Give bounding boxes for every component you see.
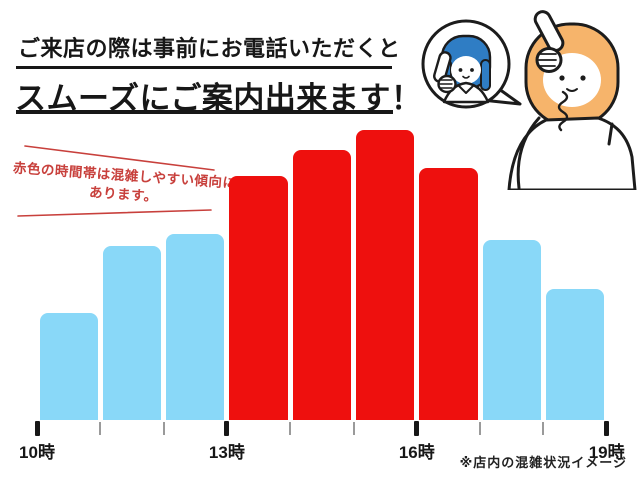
bar-15時 bbox=[356, 130, 415, 420]
clerk-collar bbox=[458, 85, 474, 94]
customer-collar bbox=[607, 122, 614, 146]
axis-tick-major-13 bbox=[224, 421, 230, 436]
axis-tick-minor-18 bbox=[542, 422, 545, 435]
clerk-mouth bbox=[462, 75, 470, 79]
axis-tick-major-10 bbox=[34, 421, 40, 436]
phone-cord bbox=[557, 90, 569, 132]
axis-label-13: 13時 bbox=[208, 443, 245, 462]
customer-mouth bbox=[566, 88, 578, 92]
axis-label-16: 16時 bbox=[398, 443, 435, 462]
clerk-face bbox=[451, 56, 481, 84]
customer-fingers bbox=[538, 53, 557, 67]
clerk-eye-right bbox=[470, 68, 474, 72]
clerk-eye-left bbox=[458, 68, 463, 72]
axis-tick-minor-15 bbox=[352, 422, 355, 435]
busy-hours-annotation: 赤色の時間帯は混雑しやすい傾向に あります。 bbox=[9, 159, 239, 213]
clerk-fingers bbox=[439, 79, 453, 89]
customer-eye-right bbox=[580, 75, 586, 81]
bar-12時 bbox=[166, 234, 225, 420]
headline-underline-1 bbox=[16, 66, 392, 69]
axis-label-10: 10時 bbox=[19, 443, 55, 462]
customer-eye-left bbox=[559, 75, 565, 81]
customer-body bbox=[507, 116, 637, 190]
bar-18時 bbox=[545, 289, 605, 420]
phone-call-illustration bbox=[421, 10, 637, 190]
axis-tick-major-16 bbox=[414, 421, 420, 436]
headline-underline-2 bbox=[16, 110, 393, 114]
clerk-hair-lock-right bbox=[480, 59, 491, 91]
footnote: ※店内の混雑状況イメージ bbox=[459, 455, 627, 470]
bar-10時 bbox=[39, 313, 98, 420]
axis-tick-minor-17 bbox=[479, 422, 482, 435]
axis-tick-minor-14 bbox=[289, 422, 292, 435]
axis-tick-minor-12 bbox=[162, 422, 165, 435]
bar-13時 bbox=[229, 176, 288, 420]
bar-11時 bbox=[102, 246, 162, 420]
bar-14時 bbox=[292, 150, 351, 420]
bar-17時 bbox=[482, 240, 541, 420]
headline-line1: ご来店の際は事前にお電話いただくと bbox=[18, 36, 401, 61]
axis-tick-minor-11 bbox=[99, 422, 102, 435]
bar-16時 bbox=[419, 168, 478, 420]
axis-label-19: 19時 bbox=[588, 443, 625, 462]
customer-arm bbox=[516, 116, 541, 190]
customer-phone-receiver bbox=[533, 10, 565, 53]
axis-tick-major-19 bbox=[604, 421, 610, 436]
annotation-bottom-line bbox=[17, 209, 212, 217]
